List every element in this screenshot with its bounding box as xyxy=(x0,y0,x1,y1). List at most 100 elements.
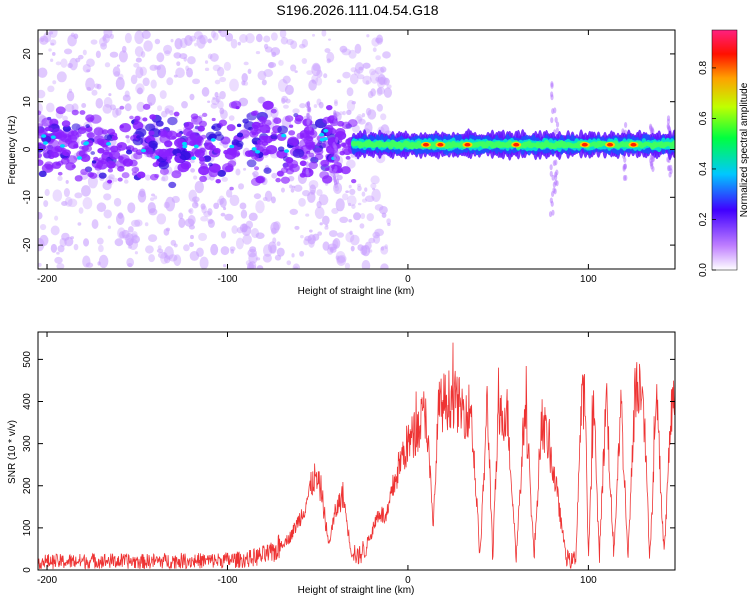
noise-cell xyxy=(190,234,194,240)
noise-cell xyxy=(301,39,309,48)
noise-cell xyxy=(164,246,174,260)
noise-cell xyxy=(263,35,271,43)
noise-cell xyxy=(380,66,387,73)
noise-cell xyxy=(50,225,60,236)
noise-cell xyxy=(288,130,296,136)
noise-cell xyxy=(229,144,235,149)
noise-cell xyxy=(126,257,135,268)
noise-cell xyxy=(273,117,282,124)
noise-cell xyxy=(161,153,170,160)
colorbar-label: Normalized spectral amplitude xyxy=(739,82,750,217)
noise-cell xyxy=(252,110,259,116)
noise-cell xyxy=(175,67,185,79)
y-tick-label: -10 xyxy=(22,190,33,205)
noise-cell xyxy=(277,125,288,135)
noise-cell xyxy=(104,62,111,68)
figure-title: S196.2026.111.04.54.G18 xyxy=(276,2,439,18)
noise-cell xyxy=(39,234,49,246)
noise-cell xyxy=(263,69,274,78)
noise-cell xyxy=(66,90,75,102)
noise-cell xyxy=(167,116,178,126)
noise-cell xyxy=(86,86,92,91)
noise-cell xyxy=(176,152,181,157)
noise-cell xyxy=(115,76,125,90)
noise-cell xyxy=(229,194,240,207)
x-tick-label: 0 xyxy=(405,575,411,586)
noise-cell xyxy=(57,245,65,253)
noise-cell xyxy=(309,184,316,194)
noise-cell xyxy=(348,219,353,223)
noise-cell xyxy=(242,118,249,124)
noise-cell xyxy=(243,81,249,86)
colorbar-tick-label: 0.6 xyxy=(698,111,709,125)
noise-cell xyxy=(243,167,247,171)
noise-cell xyxy=(289,208,299,215)
noise-cell xyxy=(158,160,170,170)
noise-cell xyxy=(254,166,260,171)
noise-cell xyxy=(258,96,265,104)
streak-cell xyxy=(306,112,311,119)
noise-cell xyxy=(270,32,278,41)
streak-cell xyxy=(308,106,312,113)
x-tick-label: -200 xyxy=(37,575,57,586)
noise-cell xyxy=(361,112,366,118)
noise-cell xyxy=(235,168,241,176)
noise-cell xyxy=(194,42,198,47)
noise-cell xyxy=(239,223,248,233)
noise-cell xyxy=(154,65,159,70)
noise-cell xyxy=(181,101,188,109)
band-cell xyxy=(671,140,675,148)
noise-cell xyxy=(183,121,194,130)
noise-cell xyxy=(82,64,91,73)
noise-cell xyxy=(255,200,265,214)
noise-cell xyxy=(255,149,261,154)
streak-cell xyxy=(624,174,628,181)
noise-cell xyxy=(311,74,319,85)
noise-cell xyxy=(208,162,213,167)
noise-cell xyxy=(130,219,141,228)
noise-cell xyxy=(93,156,99,161)
noise-cell xyxy=(41,134,47,138)
noise-cell xyxy=(223,61,232,71)
noise-cell xyxy=(133,62,140,68)
noise-cell xyxy=(235,237,244,250)
noise-cell xyxy=(154,155,160,160)
noise-cell xyxy=(199,256,209,269)
noise-cell xyxy=(60,58,68,68)
noise-cell xyxy=(369,68,376,76)
noise-cell xyxy=(340,166,351,175)
noise-cell xyxy=(60,157,70,165)
noise-cell xyxy=(96,237,104,245)
noise-cell xyxy=(52,80,57,85)
noise-cell xyxy=(49,31,54,35)
noise-cell xyxy=(382,51,391,59)
noise-cell xyxy=(299,160,307,167)
noise-cell xyxy=(351,179,357,184)
colorbar-tick-label: 0.4 xyxy=(698,162,709,176)
noise-cell xyxy=(219,107,225,115)
noise-cell xyxy=(262,100,274,110)
noise-cell xyxy=(159,130,168,138)
y-tick-label: 10 xyxy=(22,96,33,108)
streak-cell xyxy=(667,165,671,172)
spectrogram-y-axis: -20 -10 0 10 20 xyxy=(22,48,675,252)
noise-cell xyxy=(251,131,257,136)
noise-cell xyxy=(192,78,201,85)
noise-cell xyxy=(82,197,93,210)
noise-cell xyxy=(229,78,239,92)
streak-cell xyxy=(549,164,553,171)
noise-cell xyxy=(246,159,257,168)
noise-cell xyxy=(284,84,294,95)
noise-cell xyxy=(320,159,330,167)
noise-cell xyxy=(253,193,262,200)
noise-cell xyxy=(123,179,129,184)
noise-cell xyxy=(194,149,205,158)
noise-cell xyxy=(268,62,274,69)
noise-cell xyxy=(89,172,98,179)
spectrogram-x-label: Height of straight line (km) xyxy=(298,286,415,297)
streak-cell xyxy=(335,136,339,143)
streak-cell xyxy=(550,82,554,89)
noise-cell xyxy=(178,217,186,229)
noise-cell xyxy=(193,31,203,40)
noise-cell xyxy=(368,237,376,244)
